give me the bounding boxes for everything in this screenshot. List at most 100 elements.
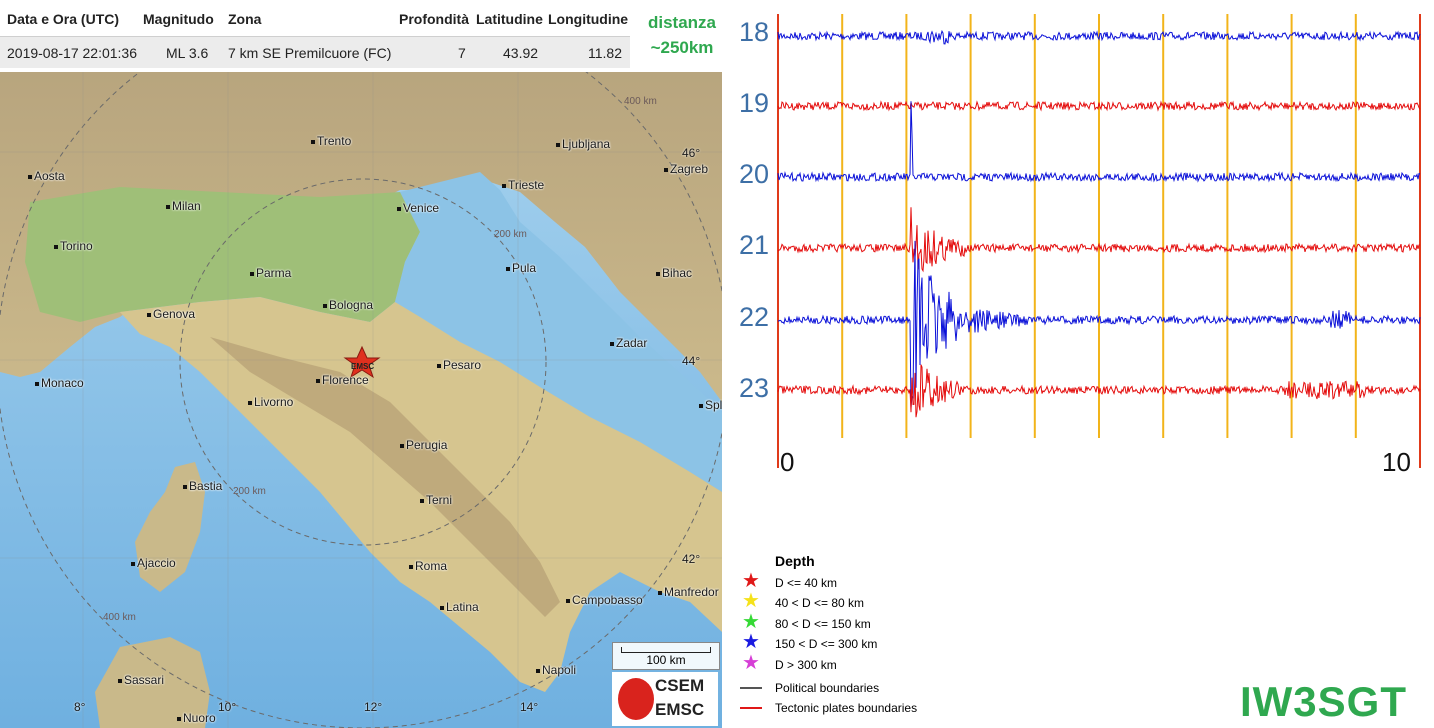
ring-200km bbox=[179, 178, 547, 546]
corsica bbox=[135, 462, 205, 592]
legend-item: ★ D <= 40 km bbox=[742, 570, 838, 592]
distance-note-line1: distanza bbox=[647, 13, 717, 32]
cell-magnitude: ML 3.6 bbox=[166, 45, 209, 61]
cell-depth: 7 bbox=[458, 45, 466, 61]
city-label: Trieste bbox=[502, 178, 544, 192]
event-table: Data e Ora (UTC) Magnitudo Zona Profondi… bbox=[0, 0, 630, 70]
city-label: Bihac bbox=[656, 266, 692, 280]
lat-label: 44° bbox=[682, 354, 701, 368]
distance-note: distanza ~250km bbox=[632, 10, 732, 60]
city-label: Trento bbox=[311, 134, 351, 148]
city-label: Livorno bbox=[248, 395, 293, 409]
city-label: Nuoro bbox=[177, 711, 216, 725]
city-label: Parma bbox=[250, 266, 291, 280]
ring-label: 400 km bbox=[624, 96, 657, 107]
city-label: Spl bbox=[699, 398, 722, 412]
city-label: Perugia bbox=[400, 438, 447, 452]
city-label: Ljubljana bbox=[556, 137, 610, 151]
trace-line bbox=[777, 29, 1421, 45]
city-label: Torino bbox=[54, 239, 93, 253]
star-icon: ★ bbox=[742, 590, 760, 612]
legend-item: ★ 80 < D <= 150 km bbox=[742, 611, 871, 633]
header-latitude: Latitudine bbox=[476, 11, 543, 27]
city-label: Milan bbox=[166, 199, 201, 213]
hour-label: 19 bbox=[739, 88, 770, 118]
emsc-logo: CSEM EMSC bbox=[612, 672, 718, 726]
cell-zone: 7 km SE Premilcuore (FC) bbox=[228, 45, 392, 61]
city-label: Pesaro bbox=[437, 358, 481, 372]
cell-longitude: 11.82 bbox=[588, 45, 622, 61]
star-icon: ★ bbox=[742, 611, 760, 633]
header-datetime: Data e Ora (UTC) bbox=[7, 11, 120, 27]
city-label: Genova bbox=[147, 307, 195, 321]
adriatic-sea bbox=[395, 172, 722, 492]
seismogram: 18 19 20 21 22 23 0 10 bbox=[735, 0, 1434, 490]
epicenter-star-icon[interactable] bbox=[343, 345, 381, 379]
hour-label: 20 bbox=[739, 159, 770, 189]
header-longitude: Longitudine bbox=[548, 11, 629, 27]
city-label: Sassari bbox=[118, 673, 164, 687]
lon-label: 12° bbox=[364, 700, 383, 714]
trace-line bbox=[777, 207, 1421, 273]
ring-label: 200 km bbox=[494, 229, 527, 240]
station-callsign: IW3SGT bbox=[1240, 678, 1408, 725]
alps-region bbox=[0, 72, 722, 402]
scale-label: 100 km bbox=[646, 653, 686, 667]
peninsula bbox=[120, 297, 722, 692]
seismogram-canvas bbox=[777, 14, 1421, 468]
trace-line bbox=[777, 240, 1421, 408]
lat-label: 42° bbox=[682, 552, 701, 566]
trace-line bbox=[777, 364, 1421, 418]
emsc-logo-icon bbox=[618, 678, 654, 720]
city-label: Monaco bbox=[35, 376, 84, 390]
city-label: Roma bbox=[409, 559, 447, 573]
lat-label: 46° bbox=[682, 146, 701, 160]
header-magnitude: Magnitudo bbox=[143, 11, 214, 27]
star-icon: ★ bbox=[742, 652, 760, 674]
city-label: Pula bbox=[506, 261, 536, 275]
city-label: Manfredor bbox=[658, 585, 719, 599]
city-label: Campobasso bbox=[566, 593, 643, 607]
city-label: Venice bbox=[397, 201, 439, 215]
city-label: Zadar bbox=[610, 336, 647, 350]
cell-datetime: 2019-08-17 22:01:36 bbox=[7, 45, 137, 61]
hour-label: 22 bbox=[739, 302, 770, 332]
legend-item: ★ 40 < D <= 80 km bbox=[742, 590, 865, 612]
city-label: Aosta bbox=[28, 169, 65, 183]
city-label: Zagreb bbox=[664, 162, 708, 176]
minute-end-label: 10 bbox=[1382, 447, 1411, 477]
epicenter-map[interactable]: Trento Ljubljana Aosta Zagreb Trieste Mi… bbox=[0, 72, 722, 728]
city-label: Terni bbox=[420, 493, 452, 507]
ring-label: 200 km bbox=[233, 486, 266, 497]
legend-item: ★ D > 300 km bbox=[742, 652, 837, 674]
lon-label: 10° bbox=[218, 700, 237, 714]
apennines bbox=[210, 337, 560, 617]
city-label: Bastia bbox=[183, 479, 222, 493]
hour-label: 23 bbox=[739, 373, 770, 403]
star-icon: ★ bbox=[742, 631, 760, 653]
political-line-icon bbox=[740, 687, 762, 689]
city-label: Ajaccio bbox=[131, 556, 176, 570]
lon-label: 14° bbox=[520, 700, 539, 714]
table-row[interactable]: 2019-08-17 22:01:36 ML 3.6 7 km SE Premi… bbox=[0, 37, 630, 68]
tectonic-line-icon bbox=[740, 707, 762, 709]
logo-top-text: CSEM bbox=[655, 676, 705, 695]
star-icon: ★ bbox=[742, 570, 760, 592]
city-label: Napoli bbox=[536, 663, 576, 677]
header-zone: Zona bbox=[228, 11, 262, 27]
map-canvas bbox=[0, 72, 722, 728]
legend-item: Tectonic plates boundaries bbox=[738, 699, 1038, 719]
event-table-header: Data e Ora (UTC) Magnitudo Zona Profondi… bbox=[0, 0, 630, 37]
po-valley bbox=[25, 187, 430, 322]
sardinia bbox=[95, 637, 210, 728]
epicenter-label: EMSC bbox=[351, 362, 375, 371]
distance-note-line2: ~250km bbox=[650, 38, 714, 57]
ring-label: 400 km bbox=[103, 612, 136, 623]
city-label: Latina bbox=[440, 600, 479, 614]
hour-label: 21 bbox=[739, 230, 770, 260]
legend-title: Depth bbox=[775, 553, 815, 569]
trace-line bbox=[777, 101, 1421, 183]
hour-label: 18 bbox=[739, 17, 770, 47]
lon-label: 8° bbox=[74, 700, 86, 714]
legend-item: ★ 150 < D <= 300 km bbox=[742, 631, 878, 653]
